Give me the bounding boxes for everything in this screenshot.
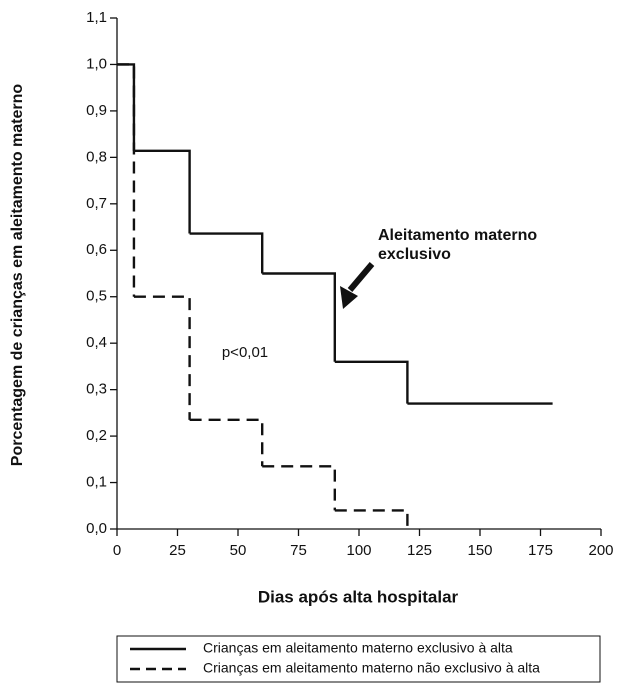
x-tick-label: 50 xyxy=(230,542,247,559)
step-segment xyxy=(117,63,136,151)
step-segment xyxy=(262,272,336,362)
x-tick-label: 0 xyxy=(113,542,121,559)
y-tick-label: 0,6 xyxy=(86,241,107,258)
y-tick-label: 0,5 xyxy=(86,288,107,305)
x-tick-label: 200 xyxy=(588,542,613,559)
legend-label: Crianças em aleitamento materno exclusiv… xyxy=(203,640,513,656)
x-tick-label: 175 xyxy=(528,542,553,559)
x-tick-label: 25 xyxy=(169,542,186,559)
y-tick-label: 0,9 xyxy=(86,102,107,119)
y-tick-label: 0,4 xyxy=(86,334,107,351)
y-tick-label: 0,1 xyxy=(86,474,107,491)
y-axis-label: Porcentagem de crianças em aleitamento m… xyxy=(9,84,26,467)
x-tick-label: 150 xyxy=(467,542,492,559)
x-tick-label: 75 xyxy=(290,542,307,559)
y-tick-label: 0,2 xyxy=(86,427,107,444)
y-tick-label: 1,1 xyxy=(86,9,107,26)
step-segment xyxy=(133,295,191,420)
x-tick-label: 125 xyxy=(407,542,432,559)
p-value: p<0,01 xyxy=(222,344,268,361)
y-tick-label: 0,8 xyxy=(86,148,107,165)
step-segment xyxy=(189,232,264,274)
step-segment xyxy=(117,63,136,297)
step-segment xyxy=(334,360,409,404)
x-tick-label: 100 xyxy=(346,542,371,559)
step-segment xyxy=(189,418,264,467)
arrow-head xyxy=(340,286,358,309)
y-tick-label: 0,0 xyxy=(86,520,107,537)
y-tick-label: 0,3 xyxy=(86,381,107,398)
x-axis-label: Dias após alta hospitalar xyxy=(258,587,459,606)
legend-box xyxy=(116,635,601,683)
y-tick-label: 1,0 xyxy=(86,55,107,72)
step-segment xyxy=(334,509,409,529)
y-tick-label: 0,7 xyxy=(86,195,107,212)
step-segment xyxy=(262,465,336,511)
arrow-shaft xyxy=(347,262,375,292)
legend-label: Crianças em aleitamento materno não excl… xyxy=(203,660,540,676)
annotation: Aleitamento materno exclusivo xyxy=(378,227,538,263)
step-segment xyxy=(133,149,191,234)
